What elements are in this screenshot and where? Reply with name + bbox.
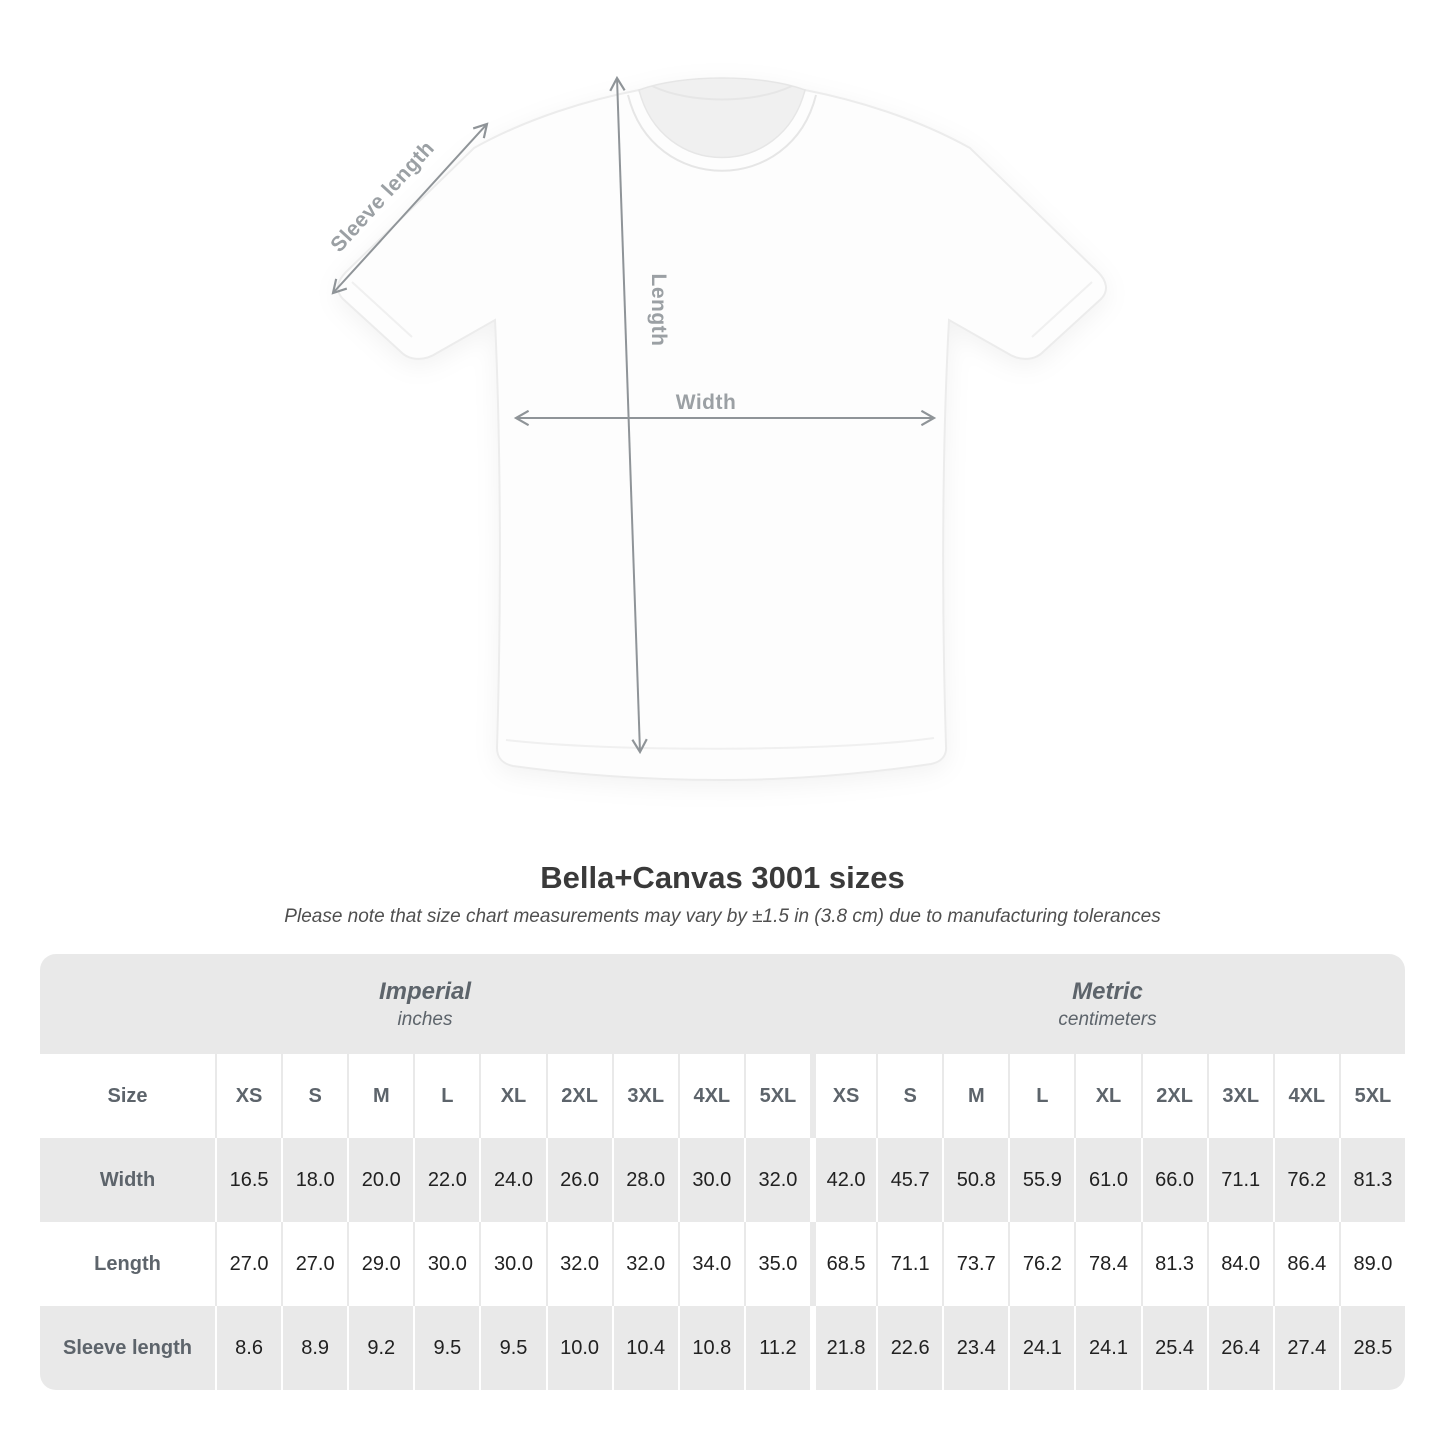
size-header-cell: 3XL	[611, 1054, 678, 1138]
size-header-cell: 4XL	[677, 1054, 744, 1138]
width-label: Width	[675, 391, 737, 414]
measurement-cell: 24.1	[1008, 1306, 1075, 1390]
measurement-cell: 26.0	[545, 1138, 612, 1222]
measurement-cell: 27.0	[215, 1222, 282, 1306]
measurement-cell: 42.0	[810, 1138, 877, 1222]
size-header-cell: XL	[1074, 1054, 1141, 1138]
size-header-cell: 3XL	[1206, 1054, 1273, 1138]
measurement-cell: 45.7	[876, 1138, 943, 1222]
measurement-cell: 76.2	[1008, 1222, 1075, 1306]
measurement-cell: 50.8	[942, 1138, 1009, 1222]
measurement-cell: 21.8	[810, 1306, 877, 1390]
size-header-cell: 5XL	[743, 1054, 810, 1138]
measurement-cell: 8.9	[281, 1306, 348, 1390]
row-label: Width	[40, 1138, 215, 1222]
size-header-cell: M	[347, 1054, 414, 1138]
measurement-cell: 28.5	[1338, 1306, 1405, 1390]
measurement-cell: 32.0	[545, 1222, 612, 1306]
measurement-cell: 86.4	[1272, 1222, 1339, 1306]
measurement-cell: 89.0	[1338, 1222, 1405, 1306]
measurement-cell: 10.0	[545, 1306, 612, 1390]
measurement-cell: 30.0	[413, 1222, 480, 1306]
unit-group-metric: Metric centimeters	[810, 954, 1405, 1054]
measurement-cell: 81.3	[1140, 1222, 1207, 1306]
collar	[638, 77, 806, 159]
measurement-cell: 76.2	[1272, 1138, 1339, 1222]
size-header-cell: L	[1008, 1054, 1075, 1138]
size-header-cell: L	[413, 1054, 480, 1138]
measurement-cell: 30.0	[479, 1222, 546, 1306]
tshirt-image	[337, 77, 1107, 782]
measurement-cell: 27.0	[281, 1222, 348, 1306]
measurement-cell: 24.0	[479, 1138, 546, 1222]
size-header-cell: S	[281, 1054, 348, 1138]
measurement-cell: 9.5	[479, 1306, 546, 1390]
measurement-cell: 23.4	[942, 1306, 1009, 1390]
right-sleeve-hem	[1031, 281, 1093, 338]
unit-group-imperial: Imperial inches	[40, 954, 810, 1054]
measurement-cell: 22.0	[413, 1138, 480, 1222]
measurement-arrows	[331, 75, 937, 755]
unit-group-label: Imperial	[378, 977, 472, 1005]
measurement-cell: 71.1	[876, 1222, 943, 1306]
row-label: Sleeve length	[40, 1306, 215, 1390]
measurement-cell: 16.5	[215, 1138, 282, 1222]
measurement-cell: 24.1	[1074, 1306, 1141, 1390]
tshirt-measurement-diagram: Sleeve length Length Width	[326, 75, 1107, 782]
size-header-cell: XL	[479, 1054, 546, 1138]
measurement-cell: 26.4	[1206, 1306, 1273, 1390]
measurement-cell: 10.8	[677, 1306, 744, 1390]
size-header-cell: 4XL	[1272, 1054, 1339, 1138]
measurement-cell: 78.4	[1074, 1222, 1141, 1306]
size-header-cell: S	[876, 1054, 943, 1138]
unit-group-sublabel: inches	[397, 1008, 453, 1030]
measurement-cell: 84.0	[1206, 1222, 1273, 1306]
size-header-cell: 2XL	[1140, 1054, 1207, 1138]
measurement-cell: 61.0	[1074, 1138, 1141, 1222]
measurement-cell: 29.0	[347, 1222, 414, 1306]
measurement-cell: 32.0	[611, 1222, 678, 1306]
measurement-cell: 32.0	[743, 1138, 810, 1222]
size-header-cell: XS	[215, 1054, 282, 1138]
length-label: Length	[647, 273, 670, 347]
measurement-cell: 34.0	[677, 1222, 744, 1306]
measurement-cell: 10.4	[611, 1306, 678, 1390]
hem-stitch	[505, 737, 935, 750]
size-header-cell: 5XL	[1338, 1054, 1405, 1138]
size-table: Imperial inches Metric centimeters Size XS S M L…	[40, 954, 1405, 1390]
measurement-cell: 27.4	[1272, 1306, 1339, 1390]
measurement-cell: 71.1	[1206, 1138, 1273, 1222]
measurement-cell: 66.0	[1140, 1138, 1207, 1222]
measurement-cell: 81.3	[1338, 1138, 1405, 1222]
tshirt-diagram-svg	[331, 75, 1107, 782]
measurement-cell: 22.6	[876, 1306, 943, 1390]
measurement-cell: 25.4	[1140, 1306, 1207, 1390]
size-header-cell: XS	[810, 1054, 877, 1138]
page-title: Bella+Canvas 3001 sizes	[540, 860, 905, 895]
measurement-cell: 68.5	[810, 1222, 877, 1306]
unit-group-sublabel: centimeters	[1058, 1008, 1157, 1030]
measurement-cell: 30.0	[677, 1138, 744, 1222]
measurement-cell: 9.5	[413, 1306, 480, 1390]
measurement-cell: 8.6	[215, 1306, 282, 1390]
measurement-cell: 18.0	[281, 1138, 348, 1222]
row-label: Length	[40, 1222, 215, 1306]
measurement-cell: 35.0	[743, 1222, 810, 1306]
measurement-cell: 73.7	[942, 1222, 1009, 1306]
measurement-cell: 28.0	[611, 1138, 678, 1222]
measurement-cell: 55.9	[1008, 1138, 1075, 1222]
size-col-header: Size	[40, 1054, 215, 1138]
sleeve-length-arrow	[331, 122, 489, 295]
tolerance-note: Please note that size chart measurements…	[284, 906, 1161, 927]
measurement-cell: 9.2	[347, 1306, 414, 1390]
size-header-cell: M	[942, 1054, 1009, 1138]
unit-group-label: Metric	[1072, 977, 1143, 1005]
measurement-cell: 20.0	[347, 1138, 414, 1222]
measurement-cell: 11.2	[743, 1306, 810, 1390]
size-header-cell: 2XL	[545, 1054, 612, 1138]
